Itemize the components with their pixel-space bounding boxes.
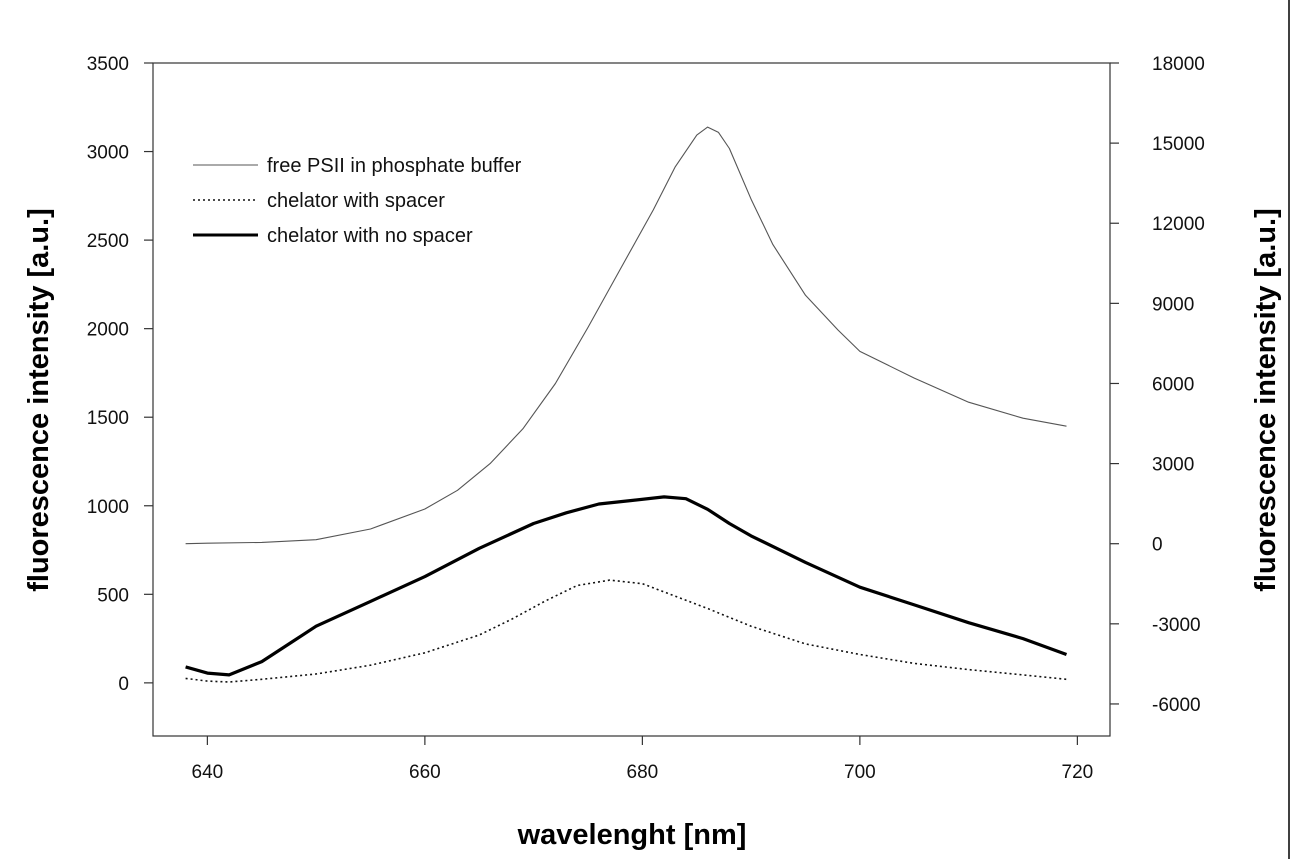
y-tick-label: 3500: [87, 54, 129, 75]
x-tick-label: 700: [844, 762, 876, 783]
legend-label-chelator-spacer: chelator with spacer: [267, 190, 445, 212]
x-tick-label: 680: [627, 762, 659, 783]
y-tick-label: 3000: [87, 143, 129, 164]
series-free-psii-line: [185, 126, 1067, 545]
x-tick-label: 720: [1062, 762, 1094, 783]
y-tick-label: 2000: [87, 320, 129, 341]
x-tick-label: 660: [409, 762, 441, 783]
y-tick-label: 0: [118, 674, 129, 695]
y2-tick-label: -6000: [1152, 695, 1201, 716]
y2-tick-label: 12000: [1152, 214, 1205, 235]
right-axis: -6000 -3000 0 3000 6000 9000 12000 15000 18000: [1110, 54, 1205, 716]
y-tick-label: 2500: [87, 231, 129, 252]
y-tick-label: 1000: [87, 497, 129, 518]
legend: free PSII in phosphate buffer chelator w…: [193, 155, 522, 247]
legend-label-chelator-no-spacer: chelator with no spacer: [267, 225, 473, 247]
y2-tick-label: 0: [1152, 535, 1163, 556]
legend-label-free-psii: free PSII in phosphate buffer: [267, 155, 522, 177]
y2-tick-label: -3000: [1152, 615, 1201, 636]
series-chelator-spacer-line: [185, 579, 1067, 683]
series-layer: [185, 126, 1068, 683]
y-tick-label: 1500: [87, 408, 129, 429]
x-axis-title: wavelenght [nm]: [517, 819, 747, 851]
y2-tick-label: 9000: [1152, 294, 1194, 315]
series-chelator-no-spacer-line: [185, 495, 1068, 677]
y2-tick-label: 3000: [1152, 455, 1194, 476]
x-tick-label: 640: [192, 762, 224, 783]
y-tick-label: 500: [97, 585, 129, 606]
x-axis: 640 660 680 700 720: [192, 736, 1094, 783]
plot-frame: [152, 62, 1111, 737]
left-axis: 0 500 1000 1500 2000 2500 3000 3500: [87, 54, 153, 695]
y-axis-title-left: fluorescence intensity [a.u.]: [23, 208, 55, 592]
y2-tick-label: 6000: [1152, 374, 1194, 395]
y2-tick-label: 18000: [1152, 54, 1205, 75]
y-axis-title-right: fluorescence intensity [a.u.]: [1250, 208, 1282, 592]
y2-tick-label: 15000: [1152, 134, 1205, 155]
